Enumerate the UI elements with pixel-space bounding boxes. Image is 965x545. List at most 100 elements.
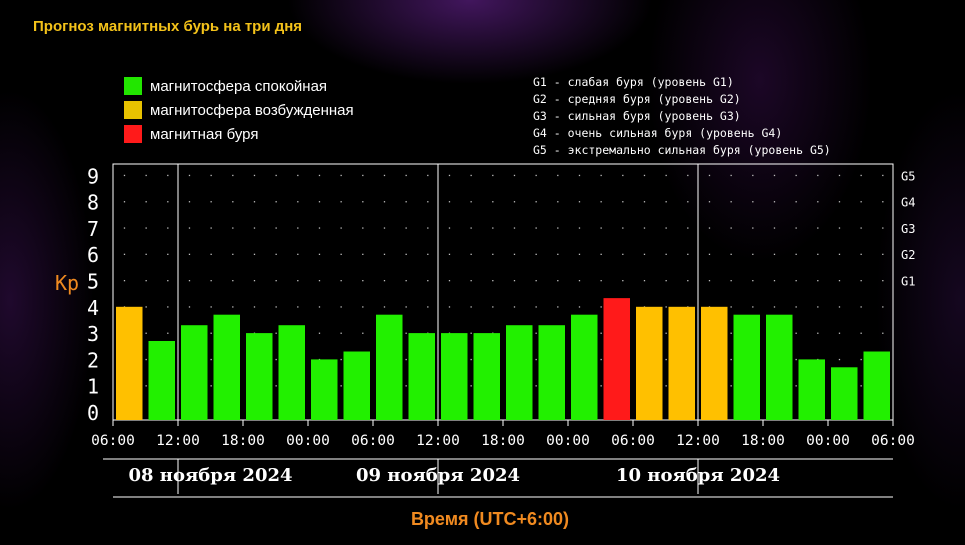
grid-dot [210, 306, 212, 308]
grid-dot [297, 280, 299, 282]
legend-item-active: магнитосфера возбужденная [124, 98, 354, 122]
grid-dot [145, 358, 147, 361]
page-title: Прогноз магнитных бурь на три дня [33, 18, 303, 35]
grid-dot [253, 306, 256, 308]
grid-dot [318, 332, 321, 334]
g-level-tick-label: G2 [901, 248, 915, 262]
grid-dot [773, 253, 776, 255]
y-axis-label: Kp [55, 271, 79, 295]
grid-dot [492, 306, 494, 308]
grid-dot [448, 306, 451, 308]
grid-dot [470, 253, 472, 255]
grid-dot [167, 332, 169, 334]
grid-dot [188, 227, 191, 229]
grid-dot [448, 253, 451, 255]
grid-dot [622, 227, 624, 229]
x-tick-label: 12:00 [416, 433, 460, 449]
grid-dot [882, 227, 884, 229]
grid-dot [253, 174, 256, 177]
grid-dot [340, 201, 342, 203]
kp-bar [181, 325, 208, 420]
grid-dot [795, 306, 797, 308]
grid-dot [600, 201, 602, 203]
grid-dot [318, 280, 321, 282]
y-tick-label: 6 [87, 243, 99, 267]
kp-bar [473, 333, 500, 420]
grid-dot [665, 306, 667, 308]
grid-dot [557, 174, 559, 177]
kp-bar [278, 325, 305, 420]
grid-dot [427, 227, 429, 229]
legend-item-storm: магнитная буря [124, 122, 354, 146]
grid-dot [123, 280, 126, 282]
grid-dot [622, 201, 624, 203]
grid-dot [513, 253, 516, 255]
grid-dot [643, 280, 646, 282]
grid-dot [448, 201, 451, 203]
grid-dot [860, 306, 862, 308]
kp-bar [116, 306, 143, 420]
grid-dot [730, 201, 732, 203]
grid-dot [405, 253, 407, 255]
grid-dot [535, 227, 537, 229]
grid-dot [860, 174, 862, 177]
grid-dot [665, 332, 667, 334]
day-label: 09 ноября 2024 [356, 465, 520, 486]
grid-dot [405, 280, 407, 282]
grid-dot [145, 385, 147, 387]
grid-dot [557, 306, 559, 308]
grid-dot [470, 332, 472, 334]
grid-dot [687, 227, 689, 229]
grid-dot [513, 280, 516, 282]
grid-dot [795, 358, 797, 361]
kp-bar [733, 314, 760, 420]
grid-dot [427, 306, 429, 308]
grid-dot [860, 253, 862, 255]
grid-dot [188, 280, 191, 282]
grid-dot [643, 227, 646, 229]
grid-dot [340, 332, 342, 334]
grid-dot [405, 358, 407, 361]
grid-dot [665, 227, 667, 229]
grid-dot [730, 227, 732, 229]
kp-bar [571, 314, 598, 420]
grid-dot [795, 174, 797, 177]
grid-dot [210, 227, 212, 229]
grid-dot [405, 332, 407, 334]
kp-bar [343, 351, 370, 420]
grid-dot [318, 227, 321, 229]
grid-dot [318, 306, 321, 308]
grid-dot [622, 253, 624, 255]
legend-label-quiet: магнитосфера спокойная [150, 77, 328, 95]
grid-dot [687, 253, 689, 255]
grid-dot [167, 280, 169, 282]
grid-dot [817, 280, 819, 282]
grid-dot [838, 174, 841, 177]
grid-dot [383, 306, 386, 308]
grid-dot [773, 306, 776, 308]
grid-dot [817, 253, 819, 255]
legend-swatch-active [124, 101, 142, 119]
grid-dot [275, 227, 277, 229]
kp-bar [701, 306, 728, 420]
grid-dot [383, 201, 386, 203]
grid-dot [665, 201, 667, 203]
kp-bar [311, 359, 338, 420]
grid-dot [687, 174, 689, 177]
grid-dot [448, 174, 451, 177]
grid-dot [773, 280, 776, 282]
grid-dot [730, 306, 732, 308]
grid-dot [838, 280, 841, 282]
grid-dot [145, 227, 147, 229]
kp-bar [213, 314, 240, 420]
y-tick-label: 4 [87, 296, 99, 320]
color-legend: магнитосфера спокойная магнитосфера возб… [124, 74, 354, 146]
grid-dot [665, 253, 667, 255]
g-level-legend: G1 - слабая буря (уровень G1) G2 - средн… [533, 74, 831, 159]
grid-dot [145, 332, 147, 334]
grid-dot [167, 253, 169, 255]
grid-dot [838, 332, 841, 334]
grid-dot [362, 201, 364, 203]
g-level-tick-label: G4 [901, 196, 915, 210]
x-tick-label: 12:00 [676, 433, 720, 449]
